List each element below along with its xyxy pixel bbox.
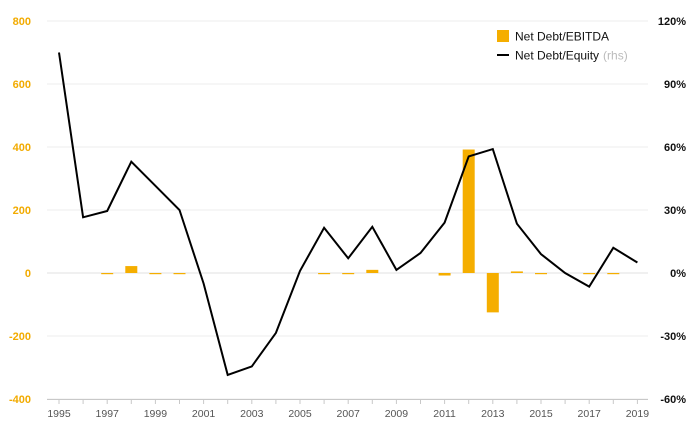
x-tick-label: 2019	[626, 408, 650, 420]
x-tick-label: 2011	[433, 408, 456, 420]
bar-series	[101, 149, 620, 313]
bar	[462, 149, 475, 273]
y-left-tick-label: 600	[13, 79, 31, 91]
bar	[173, 273, 186, 275]
y-right-tick-label: -30%	[660, 331, 686, 343]
x-tick-label: 2005	[288, 408, 312, 420]
x-tick-label: 2013	[481, 408, 505, 420]
legend-swatch-bar	[497, 30, 509, 42]
bar	[535, 273, 547, 275]
x-tick-label: 1999	[144, 408, 168, 420]
bar	[149, 273, 162, 275]
bar	[342, 273, 355, 275]
legend-label-line-note: (rhs)	[603, 49, 628, 63]
y-right-tick-label: 90%	[664, 79, 686, 91]
bar	[366, 269, 379, 273]
bar	[101, 273, 114, 275]
y-right-tick-label: 30%	[664, 205, 686, 217]
y-right-tick-label: 120%	[658, 16, 686, 28]
y-right-tick-label: -60%	[660, 394, 686, 406]
bar	[486, 273, 499, 313]
legend-label-line: Net Debt/Equity (rhs)	[515, 49, 628, 63]
legend-label-line-name: Net Debt/Equity	[515, 49, 599, 63]
axes: -400 -200 0 200 400 600 800 -60% -30% 0% 30% 60% 90%…	[9, 16, 686, 420]
net-debt-equity-line	[58, 52, 638, 377]
x-tick-label: 2007	[337, 408, 361, 420]
bar	[510, 271, 523, 273]
bar	[607, 273, 620, 275]
bar	[583, 273, 596, 275]
x-tick-label: 1997	[96, 408, 120, 420]
y-left-tick-label: 800	[13, 16, 31, 28]
bar	[438, 273, 451, 276]
legend: Net Debt/EBITDA Net Debt/Equity (rhs)	[497, 30, 628, 63]
legend-label-bar: Net Debt/EBITDA	[515, 30, 609, 44]
x-tick-label: 2001	[192, 408, 216, 420]
y-right-tick-label: 0%	[670, 268, 686, 280]
y-left-tick-label: -400	[9, 394, 31, 406]
y-right-tick-label: 60%	[664, 142, 686, 154]
y-left-tick-label: 400	[13, 142, 31, 154]
bar	[318, 273, 331, 275]
line-series	[58, 52, 638, 377]
x-tick-label: 1995	[47, 408, 71, 420]
gridlines	[47, 20, 648, 400]
y-left-tick-label: 200	[13, 205, 31, 217]
x-tick-label: 2009	[385, 408, 409, 420]
y-left-tick-label: -200	[9, 331, 31, 343]
y-left-tick-label: 0	[25, 268, 31, 280]
x-tick-label: 2015	[529, 408, 553, 420]
bar	[125, 266, 138, 273]
x-tick-label: 2003	[240, 408, 264, 420]
x-tick-label: 2017	[578, 408, 602, 420]
